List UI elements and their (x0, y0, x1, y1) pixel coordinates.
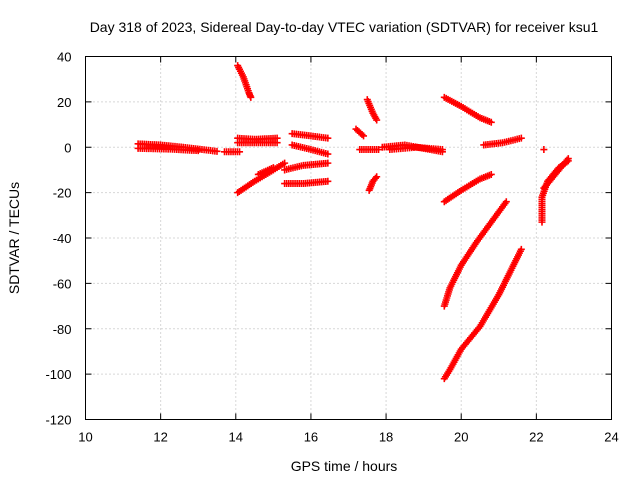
data-point (564, 155, 572, 163)
chart-title: Day 318 of 2023, Sidereal Day-to-day VTE… (90, 19, 599, 35)
y-tick-label: 20 (57, 95, 71, 110)
data-point (502, 198, 510, 206)
data-point (324, 177, 332, 185)
x-tick-label: 20 (454, 430, 468, 445)
x-tick-label: 24 (604, 430, 618, 445)
data-point (324, 134, 332, 142)
data-point (517, 245, 525, 253)
y-tick-label: -40 (53, 231, 72, 246)
y-axis-label: SDTVAR / TECUs (6, 182, 22, 294)
data-point (269, 164, 277, 172)
y-tick-label: -100 (45, 367, 71, 382)
plot-frame (85, 56, 612, 420)
x-tick-label: 12 (153, 430, 167, 445)
x-tick-label: 10 (78, 430, 92, 445)
data-point (213, 147, 221, 155)
x-tick-label: 18 (379, 430, 393, 445)
y-tick-label: -60 (53, 276, 72, 291)
data-point (273, 139, 281, 147)
y-tick-label: -20 (53, 186, 72, 201)
data-point (324, 159, 332, 167)
grid (85, 56, 612, 420)
data-point (358, 131, 366, 139)
data-point (375, 146, 383, 154)
x-tick-label: 22 (529, 430, 543, 445)
x-axis-label: GPS time / hours (291, 458, 398, 474)
axis-ticks: 10 12 14 16 18 20 22 24 40 20 0 -20 -40 -60 -80 -100 -12… (45, 50, 618, 445)
data-point (281, 159, 289, 167)
x-tick-label: 14 (229, 430, 243, 445)
y-tick-label: -80 (53, 322, 72, 337)
data-point (360, 132, 368, 140)
data-point (517, 134, 525, 142)
data-point (324, 150, 332, 158)
data-point (371, 174, 379, 182)
x-tick-label: 16 (304, 430, 318, 445)
data-point (373, 173, 381, 181)
data-point (487, 118, 495, 126)
data-series (134, 62, 572, 383)
data-point (540, 146, 548, 154)
data-point (438, 146, 446, 154)
data-point (236, 148, 244, 156)
data-point (373, 116, 381, 124)
y-tick-label: 0 (64, 140, 71, 155)
y-tick-label: -120 (45, 413, 71, 428)
data-point (247, 93, 255, 101)
y-tick-label: 40 (57, 50, 71, 65)
data-point (487, 170, 495, 178)
data-point (194, 147, 202, 155)
